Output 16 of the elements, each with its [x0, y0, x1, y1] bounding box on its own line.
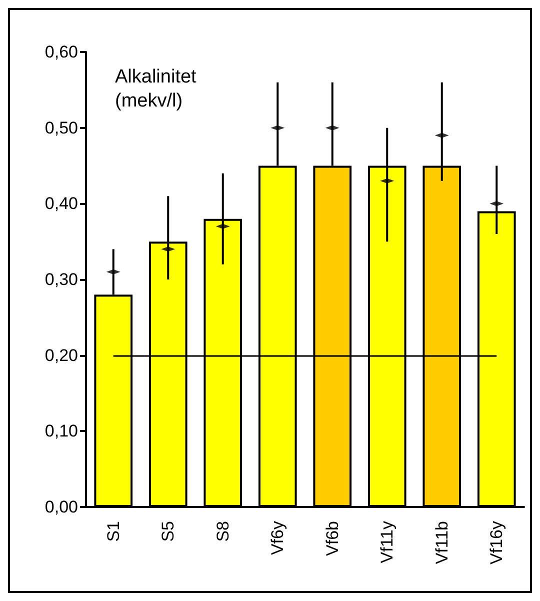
- y-tick-label: 0,20: [44, 346, 78, 365]
- y-tick-label: 0,50: [44, 118, 78, 138]
- y-tick-label: 0,60: [44, 42, 78, 62]
- y-axis-title: Alkalinitet (mekv/l): [115, 66, 202, 112]
- y-tick-label: 0,00: [44, 498, 78, 516]
- x-tick-label: S8: [213, 521, 232, 542]
- x-tick-label: Vf11y: [378, 520, 397, 564]
- x-tick-label: S1: [104, 521, 123, 542]
- y-tick-label: 0,30: [44, 270, 78, 289]
- y-tick-label: 0,10: [44, 422, 78, 441]
- y-tick-label: 0,40: [44, 194, 78, 214]
- x-tick-label: Vf6y: [268, 520, 288, 556]
- x-tick-label: Vf6b: [322, 521, 342, 556]
- x-tick-label: S5: [158, 521, 178, 542]
- x-tick-label: Vf16y: [487, 520, 506, 564]
- x-tick-label: Vf11b: [432, 521, 452, 564]
